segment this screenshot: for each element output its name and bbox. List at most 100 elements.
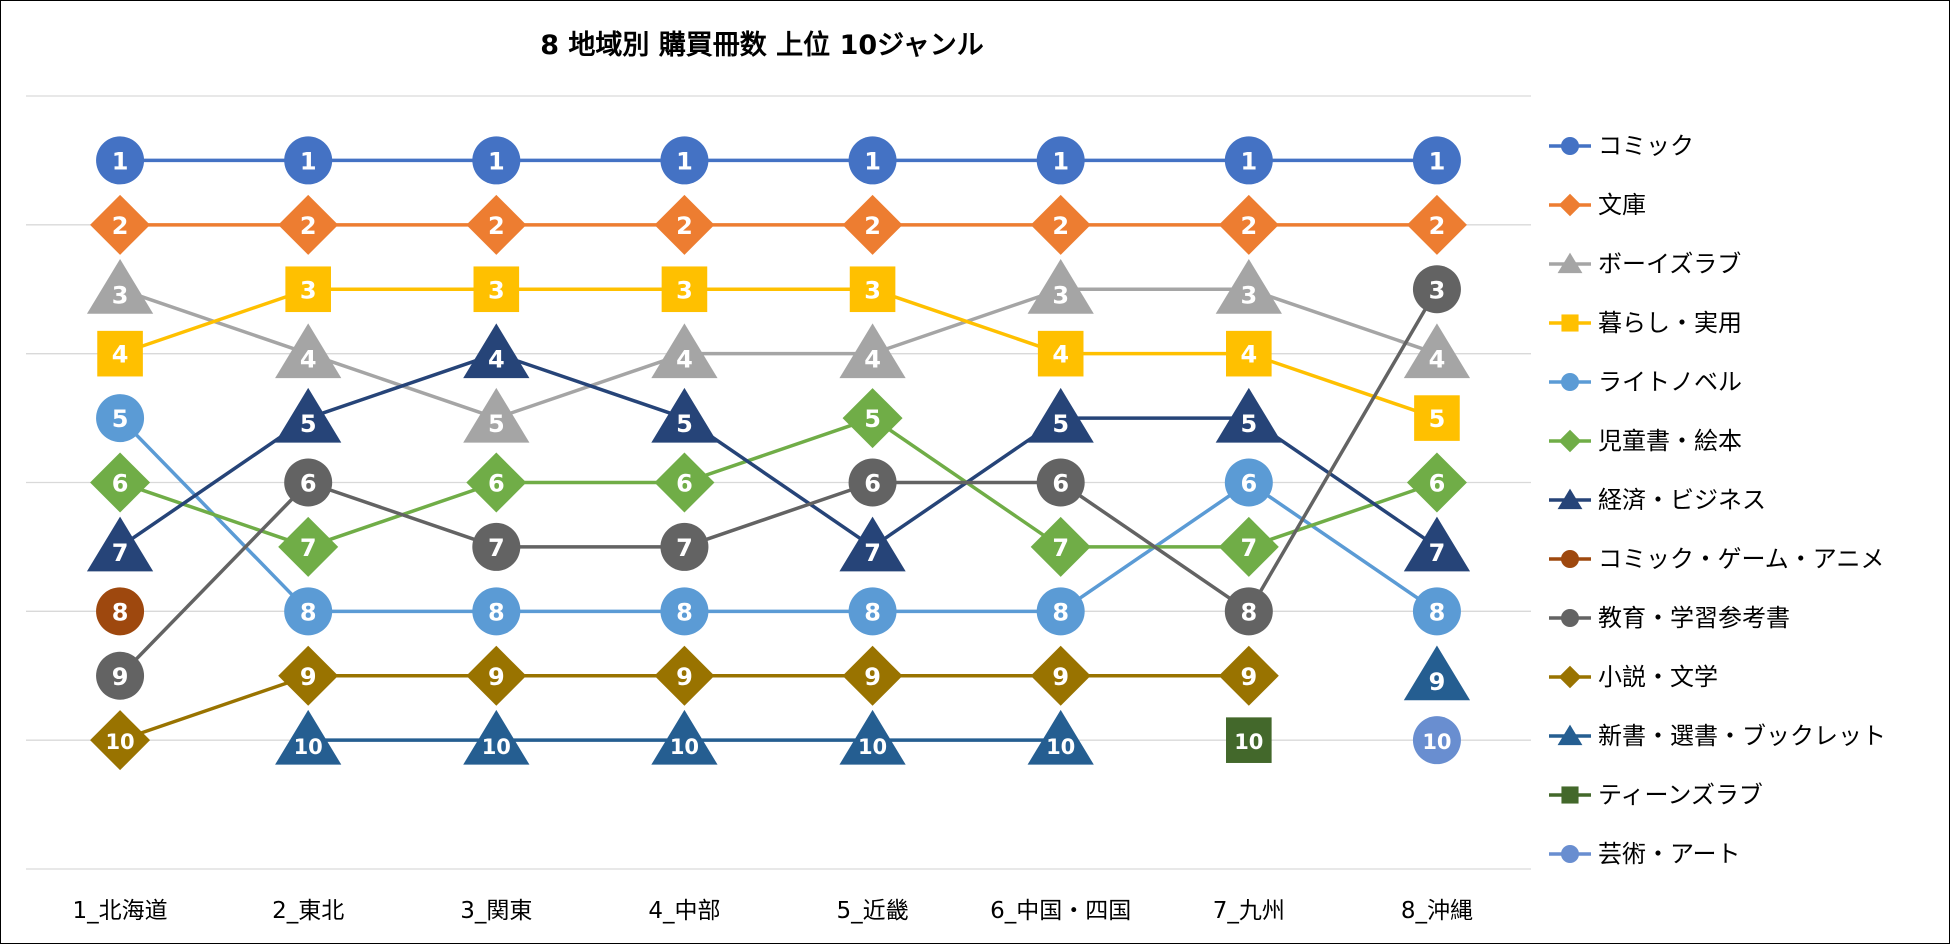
data-label: 1 bbox=[1052, 147, 1069, 175]
data-label: 10 bbox=[482, 735, 511, 759]
data-label: 2 bbox=[1052, 212, 1069, 240]
data-label: 8 bbox=[112, 598, 129, 626]
legend-label: ティーンズラブ bbox=[1598, 781, 1763, 809]
data-label: 3 bbox=[864, 276, 881, 304]
x-tick-label: 4_中部 bbox=[648, 898, 720, 924]
data-point bbox=[96, 587, 145, 636]
data-point bbox=[842, 645, 903, 706]
series-line bbox=[119, 351, 1438, 549]
legend-label: コミック・ゲーム・アニメ bbox=[1598, 545, 1884, 573]
data-label: 10 bbox=[1234, 730, 1263, 754]
data-label: 3 bbox=[300, 276, 317, 304]
data-point bbox=[90, 452, 151, 513]
data-label: 7 bbox=[676, 534, 693, 562]
data-point bbox=[473, 266, 520, 313]
data-label: 10 bbox=[105, 730, 134, 754]
data-label: 8 bbox=[1429, 598, 1446, 626]
data-label: 3 bbox=[1052, 281, 1069, 309]
data-point bbox=[1412, 716, 1461, 765]
data-label: 10 bbox=[858, 735, 887, 759]
x-tick-label: 7_九州 bbox=[1213, 898, 1285, 924]
legend-item: 児童書・絵本 bbox=[1549, 427, 1742, 455]
data-label: 3 bbox=[112, 281, 129, 309]
data-label: 8 bbox=[300, 598, 317, 626]
legend-marker bbox=[1557, 252, 1583, 274]
data-point bbox=[651, 387, 718, 443]
chart-title: 8 地域別 購買冊数 上位 10ジャンル bbox=[540, 30, 984, 61]
data-point bbox=[1037, 330, 1084, 377]
data-label: 6 bbox=[112, 470, 129, 498]
data-point bbox=[839, 323, 906, 379]
legend-label: ボーイズラブ bbox=[1598, 250, 1741, 278]
data-label: 6 bbox=[1052, 470, 1069, 498]
data-point bbox=[472, 522, 521, 571]
legend-label: 児童書・絵本 bbox=[1598, 427, 1742, 455]
x-tick-label: 2_東北 bbox=[272, 898, 344, 924]
data-label: 7 bbox=[1240, 534, 1257, 562]
data-point bbox=[848, 136, 897, 185]
legend-item: ティーンズラブ bbox=[1549, 781, 1763, 809]
data-label: 2 bbox=[300, 212, 317, 240]
data-label: 6 bbox=[488, 470, 505, 498]
data-label: 4 bbox=[1429, 346, 1446, 374]
data-point bbox=[466, 645, 527, 706]
data-point bbox=[284, 458, 333, 507]
data-point bbox=[1403, 645, 1471, 701]
legend-marker bbox=[1561, 373, 1579, 391]
data-point bbox=[848, 587, 897, 636]
data-label: 8 bbox=[1052, 598, 1069, 626]
data-point bbox=[1036, 136, 1085, 185]
data-point bbox=[275, 709, 342, 765]
legend-item: 暮らし・実用 bbox=[1549, 309, 1742, 337]
data-point bbox=[1027, 259, 1094, 314]
data-point bbox=[284, 587, 333, 636]
data-label: 3 bbox=[1240, 281, 1257, 309]
data-point bbox=[1226, 717, 1272, 763]
data-label: 2 bbox=[112, 212, 129, 240]
data-point bbox=[1226, 330, 1272, 377]
data-point bbox=[463, 323, 530, 379]
data-label: 1 bbox=[864, 147, 881, 175]
data-label: 3 bbox=[676, 276, 693, 304]
data-point bbox=[86, 516, 154, 572]
legend-item: 経済・ビジネス bbox=[1549, 486, 1766, 514]
data-point bbox=[1030, 516, 1091, 577]
data-label: 9 bbox=[1429, 668, 1446, 696]
data-label: 6 bbox=[676, 470, 693, 498]
data-label: 6 bbox=[1240, 470, 1257, 498]
data-point bbox=[1406, 194, 1467, 255]
data-label: 4 bbox=[112, 341, 129, 369]
data-label: 6 bbox=[864, 470, 881, 498]
data-label: 2 bbox=[676, 212, 693, 240]
data-point bbox=[1224, 587, 1273, 636]
data-label: 1 bbox=[676, 147, 693, 175]
data-label: 8 bbox=[1240, 598, 1257, 626]
data-point bbox=[278, 516, 339, 577]
legend-item: コミック・ゲーム・アニメ bbox=[1549, 545, 1884, 573]
data-point bbox=[1412, 587, 1461, 636]
data-point bbox=[1218, 194, 1279, 255]
data-point bbox=[96, 651, 145, 700]
data-point bbox=[278, 645, 339, 706]
x-tick-label: 5_近畿 bbox=[836, 898, 908, 924]
data-label: 9 bbox=[1052, 663, 1069, 691]
series-line bbox=[118, 288, 1439, 677]
data-label: 7 bbox=[300, 534, 317, 562]
legend-marker bbox=[1561, 845, 1579, 863]
data-point bbox=[1218, 645, 1279, 706]
legend-item: 芸術・アート bbox=[1549, 840, 1741, 868]
x-tick-label: 6_中国・四国 bbox=[990, 898, 1131, 924]
data-label: 9 bbox=[1240, 663, 1257, 691]
legend-item: コミック bbox=[1549, 132, 1694, 160]
data-label: 4 bbox=[1240, 341, 1257, 369]
legend-item: 小説・文学 bbox=[1549, 663, 1718, 691]
data-label: 9 bbox=[676, 663, 693, 691]
data-point bbox=[654, 645, 715, 706]
data-point bbox=[839, 709, 906, 765]
data-label: 4 bbox=[1052, 341, 1069, 369]
data-point bbox=[86, 259, 154, 314]
data-point bbox=[472, 587, 521, 636]
data-label: 10 bbox=[1422, 730, 1451, 754]
legend-label: コミック bbox=[1598, 132, 1694, 160]
